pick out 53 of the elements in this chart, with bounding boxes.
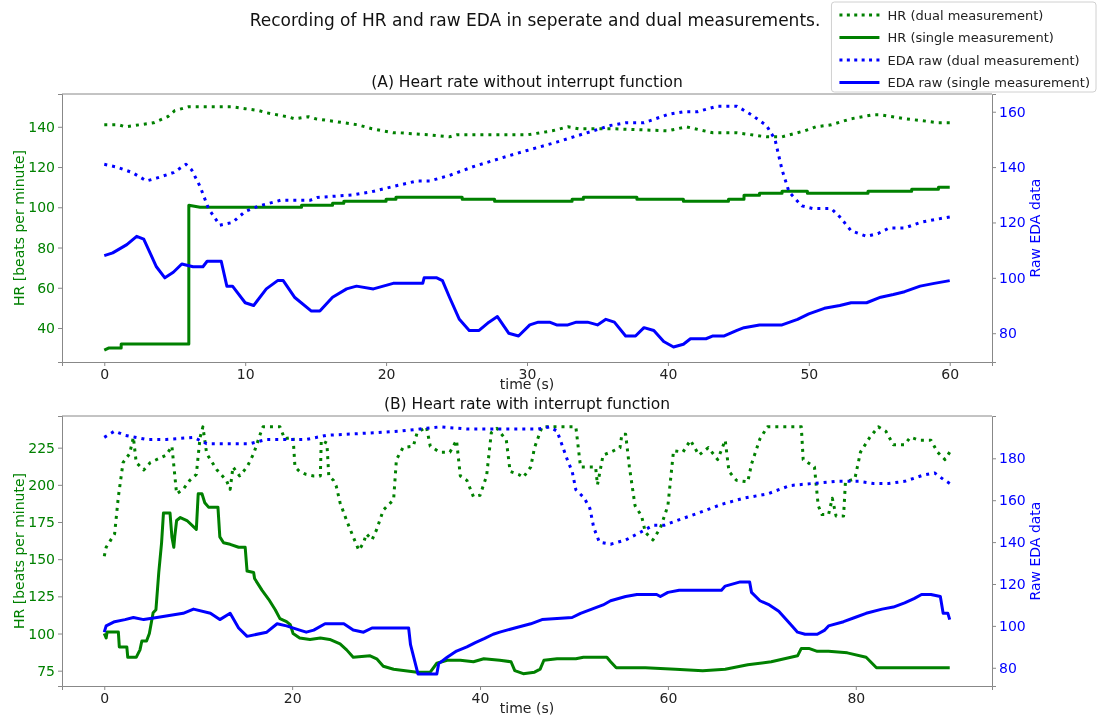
y2-tick-label: 100 [999,617,1026,634]
line-series [102,234,952,349]
y2-tick-label: 160 [999,103,1026,120]
y-tick-label: 100 [28,199,55,216]
text: Recording of HR and raw EDA in seperate and dual measurements. [249,10,821,30]
x-tick-label: 60 [659,689,678,706]
y2-tick-label: 80 [999,325,1017,342]
x-tick-label: 80 [847,689,866,706]
y-tick-label: 120 [28,159,55,176]
line-series [102,492,952,676]
legend-label: HR (dual measurement) [887,7,1044,23]
y2-tick-label: 140 [999,534,1026,551]
y-tick-label: 225 [28,439,55,456]
y-tick-label: 175 [28,513,55,530]
x-tick-label: 60 [941,365,960,382]
y-tick-label: 200 [28,476,55,493]
line-series [102,580,952,676]
x-axis-title: time (s) [499,700,555,716]
y-axis-title: HR [beats per minute] [11,472,27,630]
y2-tick-label: 120 [999,575,1026,592]
y2-tick-label: 180 [999,450,1026,467]
legend-label: EDA raw (dual measurement) [887,52,1080,68]
y-tick-label: 150 [28,551,55,568]
line-series [102,104,952,238]
legend-label: HR (single measurement) [887,30,1054,45]
y-tick-label: 140 [28,118,55,135]
x-tick-label: 20 [377,365,396,382]
x-tick-label: 40 [471,689,490,706]
line-series [102,105,952,139]
y2-tick-label: 160 [999,492,1026,509]
x-tick-label: 0 [100,365,110,382]
y-tick-label: 40 [37,319,55,336]
legend-label: EDA raw (single measurement) [887,75,1090,90]
x-tick-label: 10 [236,365,255,382]
y2-tick-label: 80 [999,659,1017,676]
y2-tick-label: 140 [999,159,1026,176]
y2-axis-title: Raw EDA data [1027,178,1043,278]
y-tick-label: 60 [37,279,55,296]
y-tick-label: 125 [28,588,55,605]
x-tick-label: 0 [100,689,110,706]
x-tick-label: 40 [659,365,678,382]
y-tick-label: 80 [37,239,55,256]
y2-tick-label: 120 [999,214,1026,231]
y-tick-label: 100 [28,625,55,642]
x-tick-label: 20 [283,689,302,706]
y2-tick-label: 100 [999,269,1026,286]
chart-title: (B) Heart rate with interrupt function [383,395,671,413]
x-tick-label: 50 [800,365,819,382]
y-tick-label: 75 [37,662,55,679]
y-axis-title: HR [beats per minute] [11,149,27,307]
chart-title: (A) Heart rate without interrupt function [371,73,683,91]
line-series [102,185,952,352]
y2-axis-title: Raw EDA data [1027,501,1043,601]
